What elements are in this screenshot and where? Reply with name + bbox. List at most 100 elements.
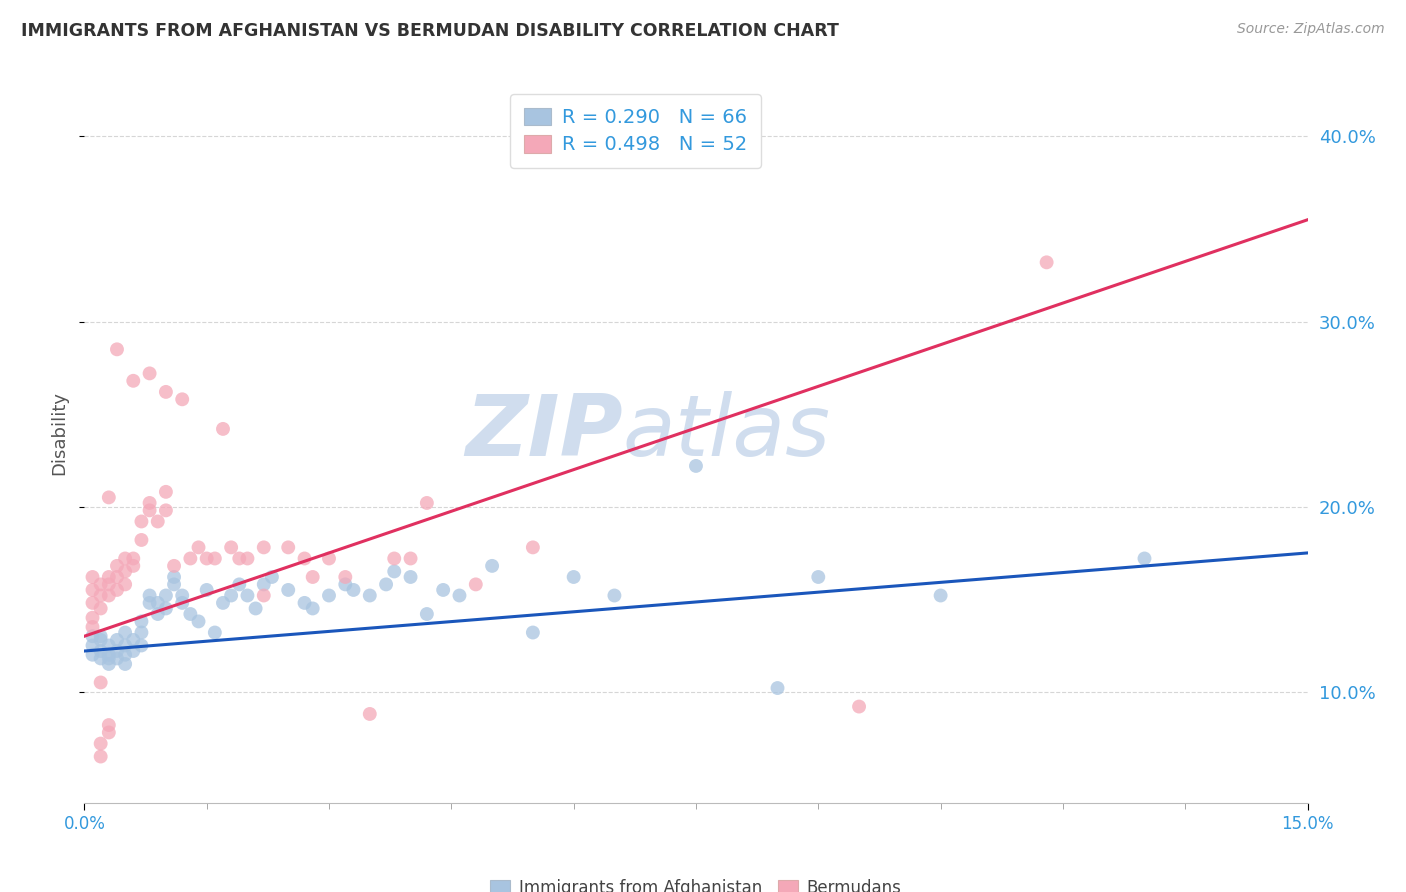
Point — [82, 570, 104, 584]
Point — [90, 644, 112, 658]
Point — [416, 496, 439, 510]
Point — [522, 625, 544, 640]
Point — [172, 589, 194, 603]
Point — [155, 589, 177, 603]
Point — [90, 601, 112, 615]
Point — [399, 551, 422, 566]
Point — [114, 657, 136, 671]
Point — [359, 706, 381, 721]
Point — [97, 577, 120, 591]
Point — [212, 422, 235, 436]
Point — [155, 503, 177, 517]
Point — [122, 558, 145, 573]
Point — [82, 629, 104, 643]
Point — [318, 551, 340, 566]
Point — [114, 577, 136, 591]
Point — [105, 644, 128, 658]
Point — [82, 582, 104, 597]
Point — [97, 725, 120, 739]
Point — [122, 644, 145, 658]
Point — [155, 384, 177, 399]
Point — [294, 596, 316, 610]
Point — [131, 533, 153, 547]
Point — [122, 632, 145, 647]
Point — [187, 615, 209, 629]
Point — [195, 582, 218, 597]
Point — [97, 657, 120, 671]
Point — [219, 541, 242, 555]
Point — [105, 570, 128, 584]
Point — [416, 607, 439, 621]
Point — [179, 607, 201, 621]
Point — [138, 589, 160, 603]
Point — [766, 681, 789, 695]
Point — [277, 541, 299, 555]
Point — [807, 570, 830, 584]
Point — [97, 570, 120, 584]
Point — [114, 625, 136, 640]
Point — [204, 551, 226, 566]
Point — [481, 558, 503, 573]
Point — [97, 589, 120, 603]
Point — [253, 589, 276, 603]
Point — [432, 582, 454, 597]
Point — [301, 601, 323, 615]
Point — [105, 582, 128, 597]
Point — [562, 570, 585, 584]
Point — [97, 648, 120, 662]
Point — [464, 577, 486, 591]
Point — [260, 570, 283, 584]
Point — [294, 551, 316, 566]
Point — [90, 632, 112, 647]
Point — [114, 565, 136, 579]
Point — [382, 551, 405, 566]
Point — [97, 491, 120, 505]
Point — [172, 596, 194, 610]
Point — [342, 582, 364, 597]
Point — [105, 558, 128, 573]
Point — [82, 639, 104, 653]
Point — [155, 484, 177, 499]
Point — [82, 620, 104, 634]
Point — [848, 699, 870, 714]
Text: atlas: atlas — [623, 391, 831, 475]
Point — [253, 541, 276, 555]
Point — [97, 651, 120, 665]
Point — [195, 551, 218, 566]
Point — [318, 589, 340, 603]
Point — [236, 551, 259, 566]
Text: ZIP: ZIP — [465, 391, 623, 475]
Point — [105, 651, 128, 665]
Point — [131, 625, 153, 640]
Point — [929, 589, 952, 603]
Point — [90, 749, 112, 764]
Point — [90, 577, 112, 591]
Point — [449, 589, 471, 603]
Point — [375, 577, 398, 591]
Point — [138, 496, 160, 510]
Point — [131, 615, 153, 629]
Point — [245, 601, 267, 615]
Point — [228, 577, 250, 591]
Point — [301, 570, 323, 584]
Point — [131, 515, 153, 529]
Point — [163, 570, 186, 584]
Point — [90, 651, 112, 665]
Point — [82, 610, 104, 624]
Point — [138, 596, 160, 610]
Point — [114, 648, 136, 662]
Point — [97, 718, 120, 732]
Point — [187, 541, 209, 555]
Point — [90, 675, 112, 690]
Point — [82, 648, 104, 662]
Point — [122, 551, 145, 566]
Point — [114, 639, 136, 653]
Point — [114, 551, 136, 566]
Point — [131, 639, 153, 653]
Point — [1035, 255, 1057, 269]
Point — [603, 589, 626, 603]
Point — [359, 589, 381, 603]
Point — [277, 582, 299, 597]
Point — [219, 589, 242, 603]
Point — [138, 367, 160, 381]
